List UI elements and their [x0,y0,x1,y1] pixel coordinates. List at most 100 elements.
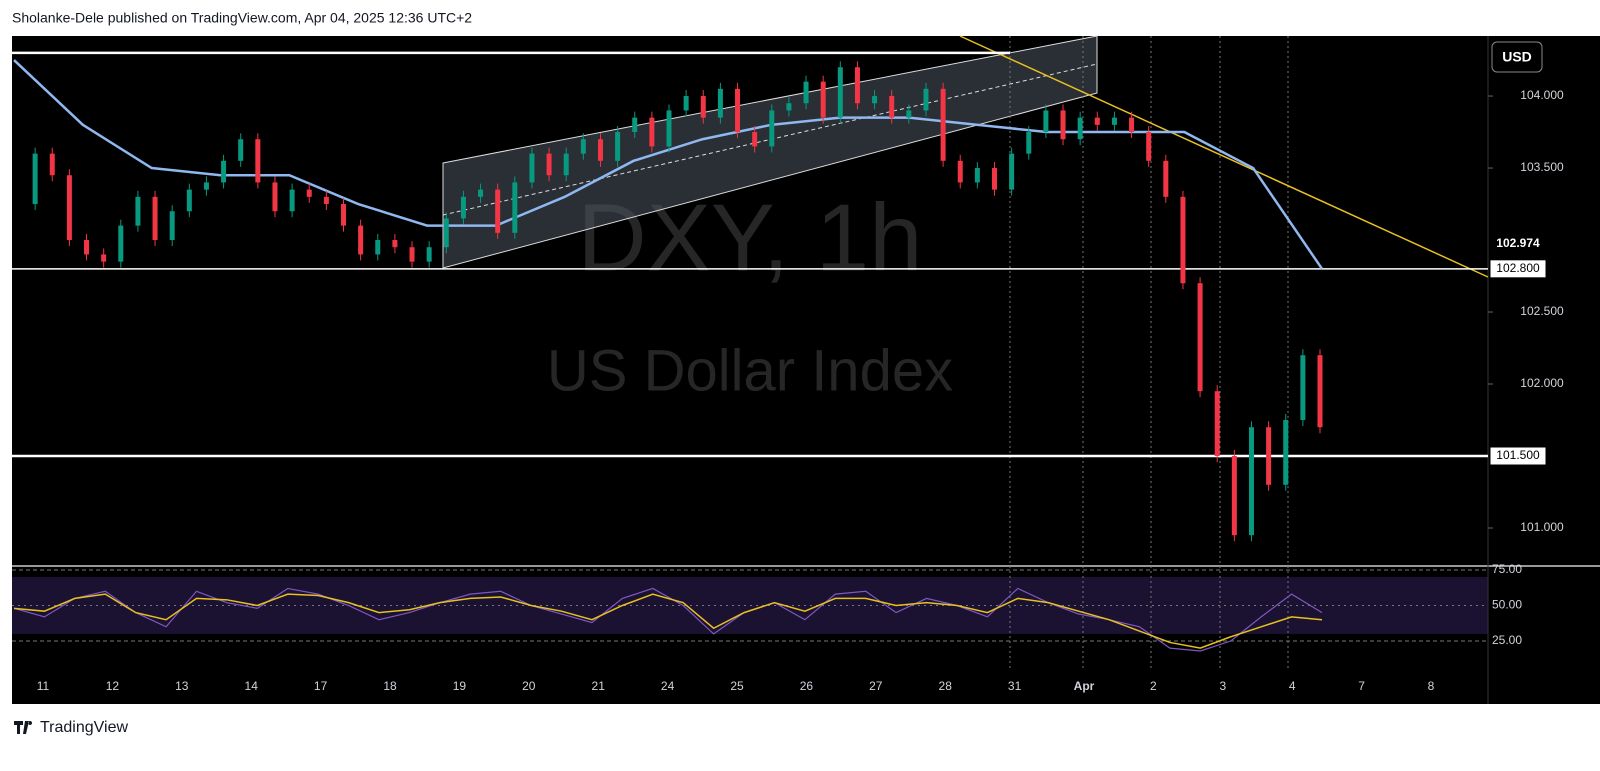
x-tick-label: Apr [1074,679,1095,693]
candle [1060,110,1066,140]
candle [1094,117,1100,125]
logo-text: TradingView [40,719,128,736]
watermark-name: US Dollar Index [547,338,953,403]
x-tick-label: 11 [37,679,50,693]
rsi-signal [13,593,1323,649]
candle [854,67,860,104]
candle [1043,110,1049,133]
y-tick-label: 101.000 [1520,520,1564,534]
x-tick-label: 31 [1008,679,1022,693]
candle [906,110,912,118]
candle [735,88,741,133]
candle [238,139,244,161]
candle [615,132,621,161]
candle [272,182,278,212]
price-label: 102.800 [1496,261,1540,275]
candle [580,139,586,154]
candle [837,67,843,118]
candle [769,110,775,147]
candle [460,196,466,219]
candle [66,175,72,241]
x-tick-label: 18 [383,679,397,693]
x-tick-label: 12 [106,679,120,693]
candle [1248,427,1254,536]
candle [306,189,312,197]
candle [323,196,329,205]
candle [1266,427,1272,485]
x-tick-label: 3 [1219,679,1226,693]
price-label: 102.974 [1496,236,1540,250]
logo: TradingView [14,719,128,736]
x-tick-label: 13 [175,679,189,693]
candle [512,182,518,233]
candle [1111,117,1117,125]
x-tick-label: 14 [245,679,259,693]
candle [495,189,501,233]
logo-icon [14,721,33,734]
channel [442,35,1098,269]
x-tick-label: 20 [522,679,536,693]
candle [820,81,826,118]
candle [255,139,261,183]
x-tick-label: 7 [1358,679,1365,693]
candle [992,168,997,190]
x-tick-label: 2 [1150,679,1157,693]
candle [1300,355,1306,421]
candle [529,153,535,183]
candle [1317,355,1323,428]
candle [221,160,227,183]
trendline [959,35,1489,278]
currency-button[interactable] [1491,41,1543,73]
currency: USD [1502,49,1532,65]
candle [957,160,963,183]
candle [872,96,878,104]
x-tick-label: 8 [1428,679,1435,693]
candle [358,225,364,255]
candle [289,189,295,212]
price-label: 101.500 [1496,448,1540,462]
candle [889,96,895,118]
candle [1283,420,1289,485]
candle [443,218,449,248]
candle [1214,391,1220,457]
candle [203,182,209,190]
candle [786,103,792,111]
x-tick-label: 27 [869,679,883,693]
rsi-tick-label: 75.00 [1492,562,1522,576]
candle [1077,117,1083,140]
x-tick-label: 28 [939,679,953,693]
price-badge [1489,446,1547,466]
rsi-tick-label: 50.00 [1492,598,1522,612]
candle [597,139,603,161]
candle [1197,283,1203,392]
candle [546,153,552,176]
candle [1129,117,1135,133]
candle [700,96,706,118]
candle [409,247,415,262]
candle [152,196,158,241]
candle [32,153,38,205]
candle [392,240,398,248]
candle [101,254,107,262]
candle [649,117,655,147]
candle [563,153,569,176]
candle [632,117,638,133]
rsi-tick-label: 25.00 [1492,633,1522,647]
candle [186,189,192,212]
price-badge [1489,259,1547,279]
y-tick-label: 102.000 [1520,376,1564,390]
candle [84,240,90,255]
candle [1146,132,1152,161]
candle [923,88,929,111]
candle [717,88,723,118]
candle [1180,196,1186,284]
x-tick-label: 17 [314,679,328,693]
candle [1026,132,1032,154]
candle [683,96,689,111]
candle [375,240,381,255]
x-tick-label: 19 [453,679,467,693]
candle [666,110,672,147]
x-tick-label: 4 [1289,679,1296,693]
x-tick-label: 21 [592,679,606,693]
